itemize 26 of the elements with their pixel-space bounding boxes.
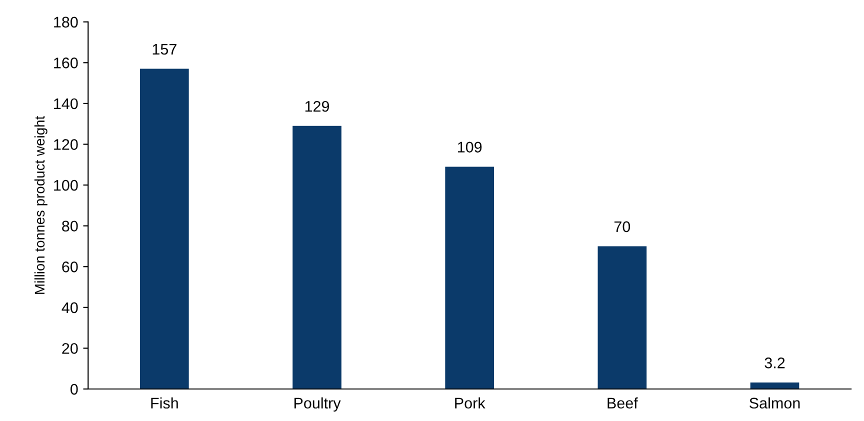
bar [445,166,494,390]
x-tick-label: Poultry [294,397,341,412]
data-label: 129 [305,100,330,112]
y-axis-title: Million tonnes product weight [34,116,48,294]
bar [140,68,189,390]
bar [292,126,342,390]
y-tick-label: 120 [54,139,78,150]
y-tick-label: 180 [54,16,78,28]
y-tick-label: 60 [62,262,78,272]
x-tick-label: Fish [151,397,178,409]
y-tick-label: 100 [54,180,78,191]
data-label: 157 [152,44,176,55]
data-label: 70 [614,221,630,232]
data-label: 3.2 [764,358,785,368]
bar [598,246,647,390]
x-tick-label: Beef [608,397,638,409]
y-tick-label: 40 [62,302,78,314]
y-tick-label: 80 [62,220,78,232]
y-tick-label: 140 [54,98,78,110]
data-label: 109 [458,142,482,153]
y-tick-label: 160 [54,58,78,68]
y-tick-label: 0 [70,384,78,395]
y-tick-label: 20 [62,343,78,354]
bar [750,382,800,390]
x-tick-label: Pork [455,397,486,409]
x-tick-label: Salmon [750,397,800,409]
